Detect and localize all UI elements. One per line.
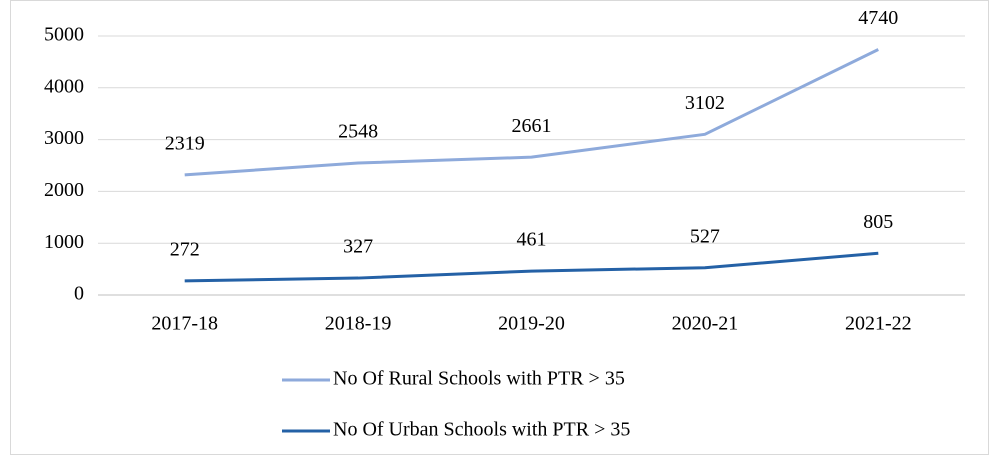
y-tick-label: 5000 (44, 24, 84, 46)
x-tick-label: 2019-20 (498, 313, 565, 335)
y-tick-label: 0 (74, 283, 84, 305)
data-label: 3102 (685, 92, 725, 114)
data-label: 805 (863, 211, 893, 233)
x-tick-label: 2020-21 (672, 313, 739, 335)
x-tick-label: 2021-22 (845, 313, 912, 335)
data-label: 272 (170, 239, 200, 261)
legend-label: No Of Urban Schools with PTR > 35 (333, 419, 630, 441)
y-tick-label: 3000 (44, 127, 84, 149)
series-line (184, 48, 879, 177)
x-tick-label: 2018-19 (325, 313, 392, 335)
data-label: 2548 (338, 121, 378, 143)
data-label: 2661 (512, 115, 552, 137)
data-label: 527 (690, 225, 720, 247)
x-tick-label: 2017-18 (151, 313, 218, 335)
data-label: 2319 (165, 132, 205, 154)
y-tick-label: 2000 (44, 179, 84, 201)
data-label: 461 (517, 229, 547, 251)
data-label: 327 (343, 236, 373, 258)
y-tick-label: 1000 (44, 231, 84, 253)
legend-label: No Of Rural Schools with PTR > 35 (333, 368, 625, 390)
data-label: 4740 (858, 7, 898, 29)
series-line (184, 251, 879, 283)
y-tick-label: 4000 (44, 75, 84, 97)
